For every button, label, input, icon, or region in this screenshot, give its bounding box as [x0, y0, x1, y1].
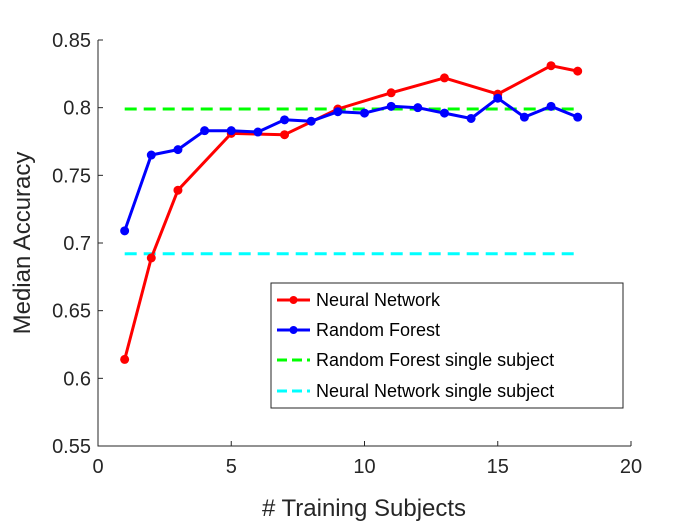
ticks-layer: 0 5 10 15 20 0.55 0.6 0.65 0.7 0.75 0.8 0.85 [52, 30, 642, 478]
series-layer [120, 61, 583, 364]
data-point [253, 127, 263, 137]
series-line-1 [123, 96, 579, 232]
legend-marker [289, 326, 298, 334]
y-tick-label: 0.85 [52, 30, 91, 52]
data-point [280, 130, 290, 140]
data-point [573, 66, 583, 76]
data-point [360, 108, 369, 118]
data-point [439, 108, 449, 118]
data-point [546, 61, 556, 71]
legend: Neural Network Random Forest Random Forest… [270, 282, 624, 409]
x-tick-label: 20 [620, 456, 642, 478]
legend-entry: Neural Network [316, 290, 441, 310]
y-tick-label: 0.55 [52, 436, 91, 458]
data-point [333, 107, 343, 117]
legend-entry: Random Forest [316, 320, 440, 340]
legend-entry: Neural Network single subject [316, 381, 554, 401]
y-tick-label: 0.6 [63, 368, 91, 390]
data-point [200, 126, 210, 136]
data-point [386, 88, 396, 98]
x-tick-label: 5 [226, 456, 237, 478]
data-point [439, 73, 449, 83]
data-point [386, 101, 396, 111]
data-point [173, 185, 183, 195]
data-point [146, 150, 156, 160]
data-point [280, 115, 290, 125]
data-point [120, 354, 130, 364]
data-point [120, 226, 130, 236]
data-point [573, 112, 583, 122]
data-point [173, 145, 183, 155]
y-axis-label: Median Accuracy [9, 152, 36, 335]
data-point [546, 101, 556, 111]
legend-box [270, 282, 624, 409]
legend-marker [289, 296, 298, 304]
data-point [413, 103, 423, 113]
y-tick-label: 0.7 [63, 233, 91, 255]
x-tick-label: 0 [92, 456, 103, 478]
data-point [519, 112, 529, 122]
data-point [226, 126, 236, 136]
data-point [493, 93, 503, 103]
y-tick-label: 0.75 [52, 165, 91, 187]
y-tick-label: 0.65 [52, 301, 91, 323]
data-point [306, 116, 316, 126]
legend-entry: Random Forest single subject [316, 350, 554, 370]
legend-items: Neural Network Random Forest Random Forest… [277, 290, 554, 401]
y-tick-label: 0.8 [63, 98, 91, 120]
x-axis-label: # Training Subjects [262, 495, 466, 522]
data-point [466, 113, 476, 123]
x-tick-label: 10 [353, 456, 375, 478]
x-tick-label: 15 [487, 456, 509, 478]
data-point [146, 253, 156, 263]
